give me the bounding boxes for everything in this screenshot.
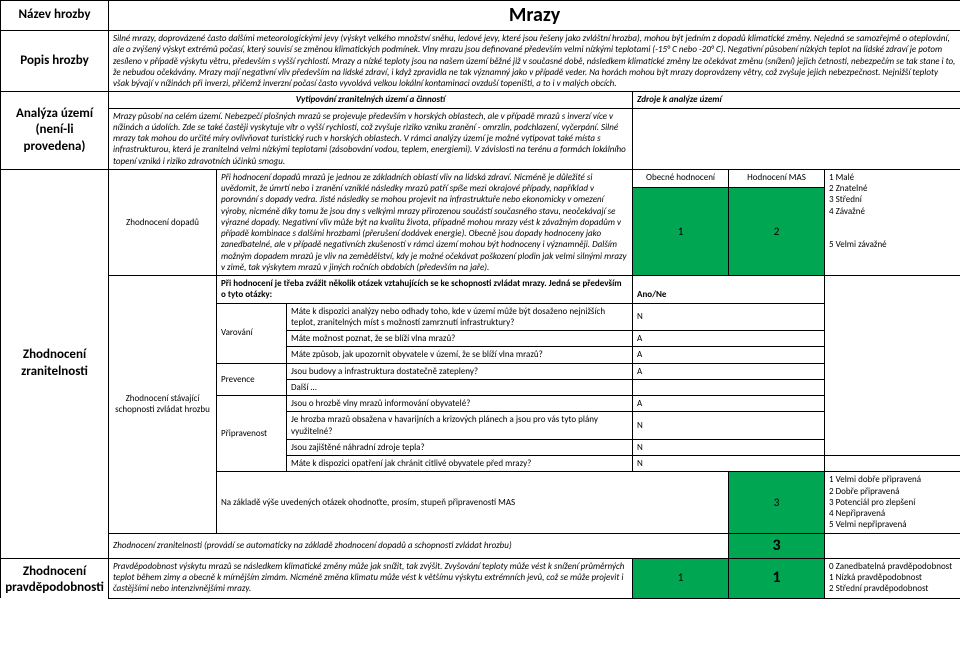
q8: Jsou zajištěné náhradní zdroje tepla? [287,439,633,455]
q9: Máte k dispozici opatření jak chránit ci… [287,456,633,472]
auto-text: Zhodnocení zranitelnosti (provádí se aut… [109,533,729,558]
analyza-h1: Vytipování zranitelných území a činností [109,92,633,108]
obecne-h: Obecné hodnocení [633,169,729,187]
priprav-text: Na základě výše uvedených otázek ohodnoť… [217,472,729,533]
obecne-value: 1 [633,188,729,276]
q4: Jsou budovy a infrastruktura dostatečně … [287,363,633,379]
a1: N [633,303,825,331]
a3: A [633,347,825,363]
legend-dopady: 1 Malé 2 Znatelné 3 Střední 4 Závažné 5 … [825,169,960,275]
analyza-h2: Zdroje k analýze území [633,92,960,108]
cat-varovani: Varování [217,303,287,363]
a6: A [633,396,825,412]
zhodn-zran-label: Zhodnocení zranitelnosti [1,169,109,558]
mas-h: Hodnocení MAS [729,169,825,187]
analyza-label: Analýza území (není-li provedena) [1,92,109,170]
a2: A [633,331,825,347]
pravd-label: Zhodnocení pravděpodobnosti [1,558,109,598]
analyza-text: Mrazy působí na celém území. Nebezpečí p… [109,108,633,169]
schop-sub: Zhodnocení stávající schopnosti zvládat … [109,276,217,534]
zhodn-dopadu-sub: Zhodnocení dopadů [109,169,217,275]
analyza-sources [633,108,960,169]
schop-blank-right [825,276,960,456]
cat-prevence: Prevence [217,363,287,396]
mas-value: 2 [729,188,825,276]
ano-ne-h: Ano/Ne [633,276,825,304]
zhodn-dopadu-text: Při hodnocení dopadů mrazů je jednou ze … [217,169,633,275]
popis-label: Popis hrozby [1,31,109,92]
pravd-text: Pravděpodobnost výskytu mrazů se následk… [109,558,633,598]
legend-pravd: 0 Zanedbatelná pravděpodobnost 1 Nízká p… [825,558,960,598]
auto-blank [825,533,960,558]
priprav-value: 3 [729,472,825,533]
q3: Máte způsob, jak upozornit obyvatele v ú… [287,347,633,363]
q2: Máte možnost poznat, že se blíží vlna mr… [287,331,633,347]
pravd-v1: 1 [633,558,729,598]
col-name-header: Název hrozby [1,1,109,31]
threat-title: Mrazy [109,1,960,31]
q1: Máte k dispozici analýzy nebo odhady toh… [287,303,633,331]
a7: N [633,412,825,440]
a8: N [633,439,825,455]
a5 [633,379,825,395]
q6: Jsou o hrozbě vlny mrazů informování oby… [287,396,633,412]
auto-value: 3 [729,533,825,558]
schop-intro: Při hodnocení je třeba zvážit několik ot… [217,276,633,304]
q7: Je hrozba mrazů obsažena v havarijních a… [287,412,633,440]
legend-priprav: 1 Velmi dobře připravená 2 Dobře připrav… [825,472,960,533]
popis-text: Silné mrazy, doprovázené často dalšími m… [109,31,960,92]
q5: Další … [287,379,633,395]
a4: A [633,363,825,379]
a9: N [633,456,825,472]
threat-table: Název hrozby Mrazy Popis hrozby Silné mr… [0,0,960,599]
cat-priprav: Připravenost [217,396,287,472]
pravd-v2: 1 [729,558,825,598]
